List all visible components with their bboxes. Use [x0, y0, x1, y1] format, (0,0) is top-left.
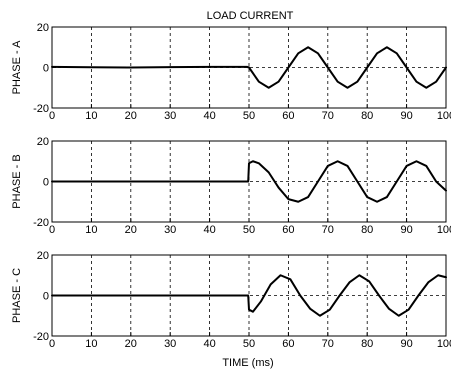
- phase-c-y-tick-label: -20: [33, 331, 49, 343]
- phase-c-x-tick-label: 40: [203, 338, 215, 350]
- phase-c-y-axis-label: PHASE - C: [11, 268, 23, 323]
- phase-b-x-tick-label: 30: [164, 224, 176, 236]
- phase-b-x-tick-label: 60: [282, 224, 294, 236]
- phase-a-x-tick-label: 70: [322, 110, 334, 122]
- phase-a-x-tick-label: 40: [203, 110, 215, 122]
- phase-a-x-tick-label: 10: [85, 110, 97, 122]
- phase-c-x-tick-label: 60: [282, 338, 294, 350]
- phase-a-y-tick-label: -20: [33, 103, 49, 115]
- phase-b-x-tick-label: 70: [322, 224, 334, 236]
- phase-b-x-tick-label: 20: [125, 224, 137, 236]
- phase-a-x-tick-label: 0: [49, 110, 55, 122]
- phase-b-x-tick-label: 50: [243, 224, 255, 236]
- phase-b-y-tick-label: 20: [37, 136, 49, 148]
- phase-b-y-axis-label: PHASE - B: [11, 154, 23, 208]
- phase-c-y-tick-label: 20: [37, 250, 49, 262]
- phase-a-x-tick-label: 20: [125, 110, 137, 122]
- phase-c-x-tick-label: 100: [437, 338, 451, 350]
- phase-a-x-tick-label: 80: [361, 110, 373, 122]
- phase-a-y-tick-label: 0: [43, 63, 49, 75]
- figure-title: LOAD CURRENT: [207, 10, 294, 22]
- phase-c-y-tick-label: 0: [43, 291, 49, 303]
- phase-b-x-tick-label: 90: [400, 224, 412, 236]
- phase-b-y-tick-label: 0: [43, 177, 49, 189]
- phase-a-x-tick-label: 30: [164, 110, 176, 122]
- phase-c-x-tick-label: 50: [243, 338, 255, 350]
- phase-c-x-tick-label: 10: [85, 338, 97, 350]
- x-axis-label: TIME (ms): [222, 357, 273, 369]
- phase-b-x-tick-label: 10: [85, 224, 97, 236]
- phase-c-x-tick-label: 0: [49, 338, 55, 350]
- phase-c-x-tick-label: 30: [164, 338, 176, 350]
- phase-c-x-tick-label: 20: [125, 338, 137, 350]
- phase-a-current-line: [51, 46, 447, 89]
- phase-b-x-tick-label: 80: [361, 224, 373, 236]
- phase-b-current-line: [51, 160, 447, 203]
- phase-a-y-axis-label: PHASE - A: [11, 40, 23, 94]
- phase-a-x-tick-label: 100: [437, 110, 451, 122]
- phase-a-x-tick-label: 50: [243, 110, 255, 122]
- phase-b-x-tick-label: 0: [49, 224, 55, 236]
- phase-a-y-tick-label: 20: [37, 22, 49, 34]
- phase-c-x-tick-label: 80: [361, 338, 373, 350]
- phase-c-x-tick-label: 70: [322, 338, 334, 350]
- phase-b-y-tick-label: -20: [33, 217, 49, 229]
- phase-c-x-tick-label: 90: [400, 338, 412, 350]
- phase-b-x-tick-label: 100: [437, 224, 451, 236]
- phase-b-x-tick-label: 40: [203, 224, 215, 236]
- phase-c-current-line: [51, 274, 447, 317]
- phase-a-x-tick-label: 60: [282, 110, 294, 122]
- phase-a-x-tick-label: 90: [400, 110, 412, 122]
